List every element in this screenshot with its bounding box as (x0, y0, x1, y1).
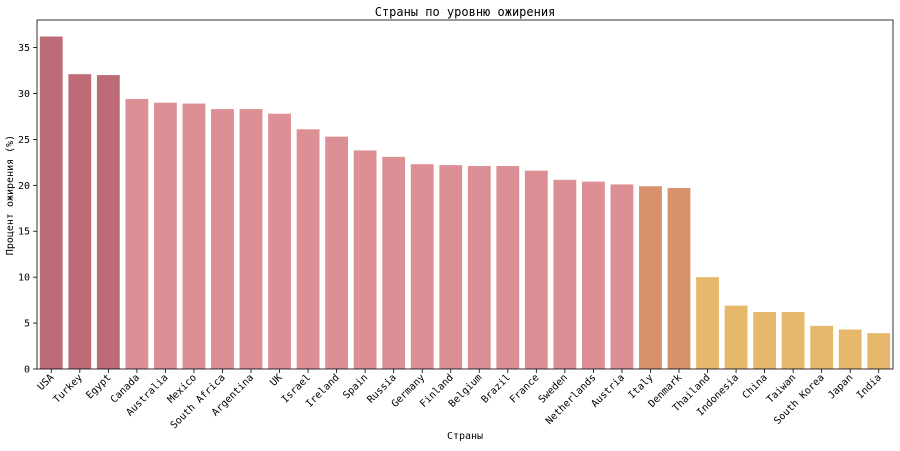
bar-finland (439, 165, 463, 369)
bars (39, 36, 891, 370)
bar-israel (296, 129, 320, 369)
bar-mexico (182, 103, 206, 369)
bar-france (524, 170, 548, 369)
bar-japan (838, 329, 862, 369)
bar-china (753, 312, 777, 369)
plot-frame (36, 19, 894, 370)
bar-austria (610, 184, 634, 369)
bar-belgium (467, 166, 491, 369)
x-tick-label: UK (268, 372, 284, 388)
bar-russia (382, 156, 406, 369)
y-tick-label: 10 (18, 273, 30, 284)
bar-australia (153, 102, 177, 369)
bar-uk (268, 113, 291, 369)
bar-taiwan (781, 312, 805, 369)
y-tick-label: 35 (18, 43, 30, 54)
y-tick-label: 15 (18, 227, 30, 238)
bar-argentina (239, 109, 263, 369)
x-axis-label: Страны (447, 431, 483, 442)
bar-egypt (96, 75, 120, 370)
x-tick-label: Turkey (52, 372, 85, 405)
bar-spain (353, 150, 377, 369)
bar-netherlands (581, 181, 605, 369)
bar-germany (410, 164, 434, 369)
y-tick-label: 5 (24, 319, 30, 330)
x-tick-label: France (508, 372, 541, 405)
bar-south-korea (810, 325, 834, 369)
x-tick-label: South Korea (772, 372, 827, 427)
bar-usa (39, 36, 63, 369)
y-tick-label: 25 (18, 135, 30, 146)
bar-ireland (325, 136, 349, 369)
bar-turkey (68, 74, 92, 370)
y-ticks: 0 5 10 15 20 25 30 35 (18, 43, 37, 376)
bar-indonesia (724, 305, 748, 369)
bar-south-africa (211, 109, 234, 369)
y-tick-label: 0 (24, 365, 30, 376)
chart-title: Страны по уровню ожирения (375, 5, 556, 19)
x-tick-label: USA (36, 372, 57, 393)
x-tick-label: Brazil (480, 372, 513, 405)
bar-brazil (496, 166, 520, 369)
bar-thailand (696, 277, 719, 369)
bar-denmark (667, 188, 691, 369)
x-tick-label: India (855, 372, 884, 401)
x-tick-label: Netherlands (544, 372, 599, 427)
y-tick-label: 30 (18, 89, 30, 100)
x-tick-label: Japan (826, 372, 855, 401)
bar-sweden (553, 179, 577, 369)
bar-canada (125, 98, 149, 370)
bar-india (867, 333, 891, 369)
bar-italy (639, 186, 662, 369)
y-axis-label: Процент ожирения (%) (5, 135, 16, 255)
y-tick-label: 20 (18, 181, 30, 192)
